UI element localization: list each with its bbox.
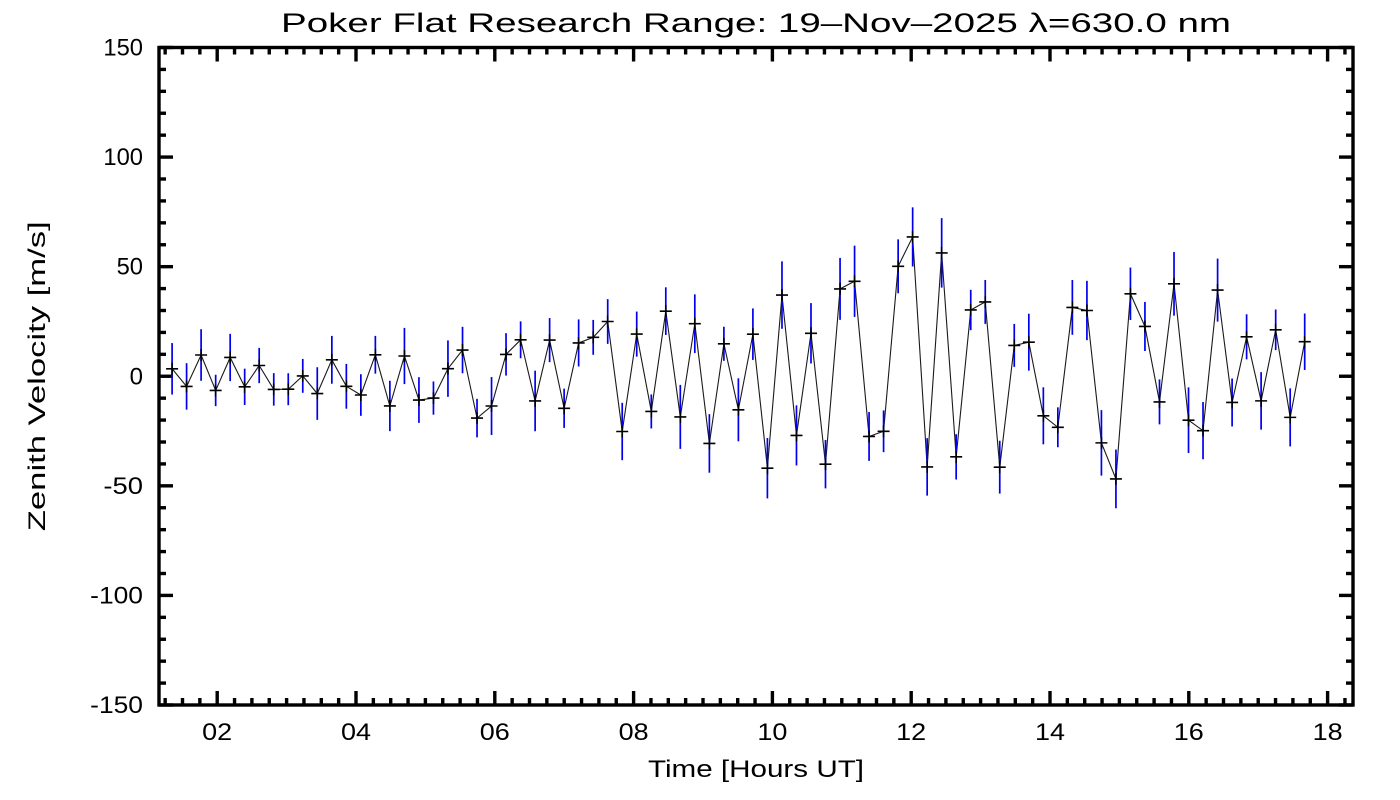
svg-text:100: 100: [103, 144, 143, 171]
svg-text:-150: -150: [90, 692, 143, 719]
svg-text:06: 06: [480, 719, 510, 746]
svg-text:50: 50: [117, 254, 143, 281]
svg-text:02: 02: [202, 719, 232, 746]
svg-text:04: 04: [341, 719, 371, 746]
svg-text:Zenith Velocity [m/s]: Zenith Velocity [m/s]: [24, 221, 51, 531]
svg-text:-50: -50: [103, 473, 143, 500]
svg-text:Poker Flat Research Range: 19–: Poker Flat Research Range: 19–Nov–2025 λ…: [281, 8, 1231, 38]
svg-text:12: 12: [896, 719, 926, 746]
svg-text:18: 18: [1313, 719, 1343, 746]
svg-text:0: 0: [130, 363, 143, 390]
svg-text:-100: -100: [90, 582, 143, 609]
svg-text:10: 10: [757, 719, 787, 746]
svg-text:Time [Hours UT]: Time [Hours UT]: [648, 756, 864, 783]
svg-text:16: 16: [1174, 719, 1204, 746]
svg-text:150: 150: [103, 35, 143, 62]
svg-text:14: 14: [1035, 719, 1065, 746]
svg-text:08: 08: [619, 719, 649, 746]
